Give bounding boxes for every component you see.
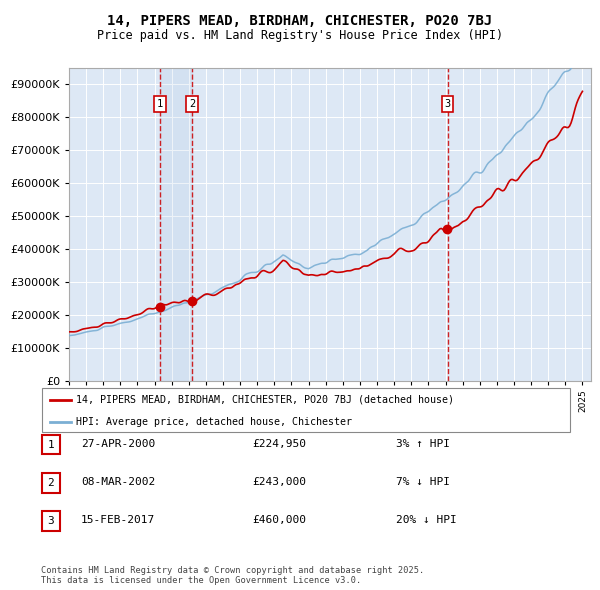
Text: £460,000: £460,000 bbox=[252, 516, 306, 525]
Text: 3% ↑ HPI: 3% ↑ HPI bbox=[396, 439, 450, 448]
FancyBboxPatch shape bbox=[42, 388, 570, 432]
FancyBboxPatch shape bbox=[42, 473, 60, 493]
Bar bbox=[160, 68, 192, 381]
Text: 1: 1 bbox=[47, 440, 55, 450]
Text: 14, PIPERS MEAD, BIRDHAM, CHICHESTER, PO20 7BJ: 14, PIPERS MEAD, BIRDHAM, CHICHESTER, PO… bbox=[107, 14, 493, 28]
Text: 1: 1 bbox=[157, 99, 163, 109]
Text: £243,000: £243,000 bbox=[252, 477, 306, 487]
Text: 14, PIPERS MEAD, BIRDHAM, CHICHESTER, PO20 7BJ (detached house): 14, PIPERS MEAD, BIRDHAM, CHICHESTER, PO… bbox=[76, 395, 454, 405]
Text: 20% ↓ HPI: 20% ↓ HPI bbox=[396, 516, 457, 525]
Text: 2: 2 bbox=[189, 99, 195, 109]
FancyBboxPatch shape bbox=[42, 512, 60, 531]
Text: 3: 3 bbox=[47, 516, 55, 526]
Text: 7% ↓ HPI: 7% ↓ HPI bbox=[396, 477, 450, 487]
Text: 27-APR-2000: 27-APR-2000 bbox=[81, 439, 155, 448]
Text: HPI: Average price, detached house, Chichester: HPI: Average price, detached house, Chic… bbox=[76, 417, 352, 427]
Text: Contains HM Land Registry data © Crown copyright and database right 2025.
This d: Contains HM Land Registry data © Crown c… bbox=[41, 566, 424, 585]
Text: 2: 2 bbox=[47, 478, 55, 488]
Text: 15-FEB-2017: 15-FEB-2017 bbox=[81, 516, 155, 525]
FancyBboxPatch shape bbox=[42, 435, 60, 454]
Text: Price paid vs. HM Land Registry's House Price Index (HPI): Price paid vs. HM Land Registry's House … bbox=[97, 29, 503, 42]
Text: £224,950: £224,950 bbox=[252, 439, 306, 448]
Text: 08-MAR-2002: 08-MAR-2002 bbox=[81, 477, 155, 487]
Text: 3: 3 bbox=[445, 99, 451, 109]
